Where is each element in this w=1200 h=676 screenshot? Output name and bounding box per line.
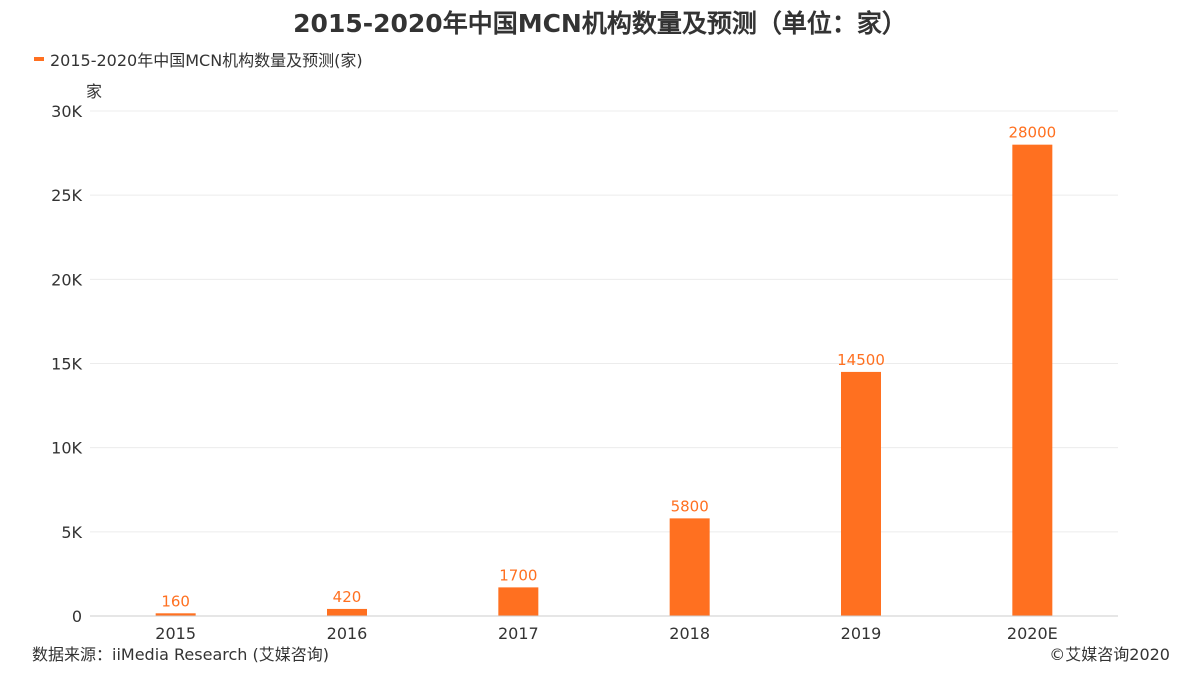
x-tick-label: 2015 bbox=[155, 624, 196, 643]
x-tick-label: 2019 bbox=[841, 624, 882, 643]
data-label: 160 bbox=[161, 592, 190, 610]
copyright-note: ©艾媒咨询2020 bbox=[1049, 645, 1170, 664]
data-label: 14500 bbox=[837, 351, 885, 369]
legend-label: 2015-2020年中国MCN机构数量及预测(家) bbox=[50, 51, 363, 70]
data-label: 28000 bbox=[1008, 124, 1056, 142]
x-axis-ticks: 2015 2016 2017 2018 2019 2020E bbox=[155, 624, 1057, 643]
data-labels: 160 420 1700 5800 14500 28000 bbox=[161, 124, 1056, 611]
bar-2016[interactable] bbox=[327, 608, 367, 616]
bar-2015[interactable] bbox=[155, 613, 196, 616]
bar-2019[interactable] bbox=[841, 371, 881, 616]
bar-2020E[interactable] bbox=[1012, 144, 1053, 616]
y-tick-label: 0 bbox=[72, 607, 82, 626]
x-tick-label: 2016 bbox=[327, 624, 368, 643]
gridlines bbox=[90, 110, 1118, 533]
data-label: 420 bbox=[333, 588, 362, 606]
x-tick-label: 2017 bbox=[498, 624, 539, 643]
y-tick-label: 5K bbox=[61, 523, 82, 542]
source-note: 数据来源：iiMedia Research (艾媒咨询) bbox=[32, 645, 329, 664]
data-label: 1700 bbox=[499, 566, 537, 584]
y-tick-label: 30K bbox=[51, 102, 82, 121]
y-tick-label: 25K bbox=[51, 186, 82, 205]
y-axis-unit: 家 bbox=[86, 82, 103, 101]
y-tick-label: 20K bbox=[51, 270, 82, 289]
data-label: 5800 bbox=[671, 497, 709, 515]
legend-swatch bbox=[34, 57, 44, 61]
y-axis-ticks: 0 5K 10K 15K 20K 25K 30K bbox=[51, 102, 82, 626]
y-tick-label: 10K bbox=[51, 439, 82, 458]
legend[interactable]: 2015-2020年中国MCN机构数量及预测(家) bbox=[34, 47, 363, 71]
y-tick-label: 15K bbox=[51, 355, 82, 374]
chart-title: 2015-2020年中国MCN机构数量及预测（单位：家） bbox=[293, 9, 907, 38]
x-tick-label: 2020E bbox=[1007, 624, 1058, 643]
bars bbox=[155, 144, 1053, 616]
bar-2018[interactable] bbox=[669, 518, 710, 616]
x-tick-label: 2018 bbox=[669, 624, 710, 643]
bar-2017[interactable] bbox=[498, 587, 539, 616]
